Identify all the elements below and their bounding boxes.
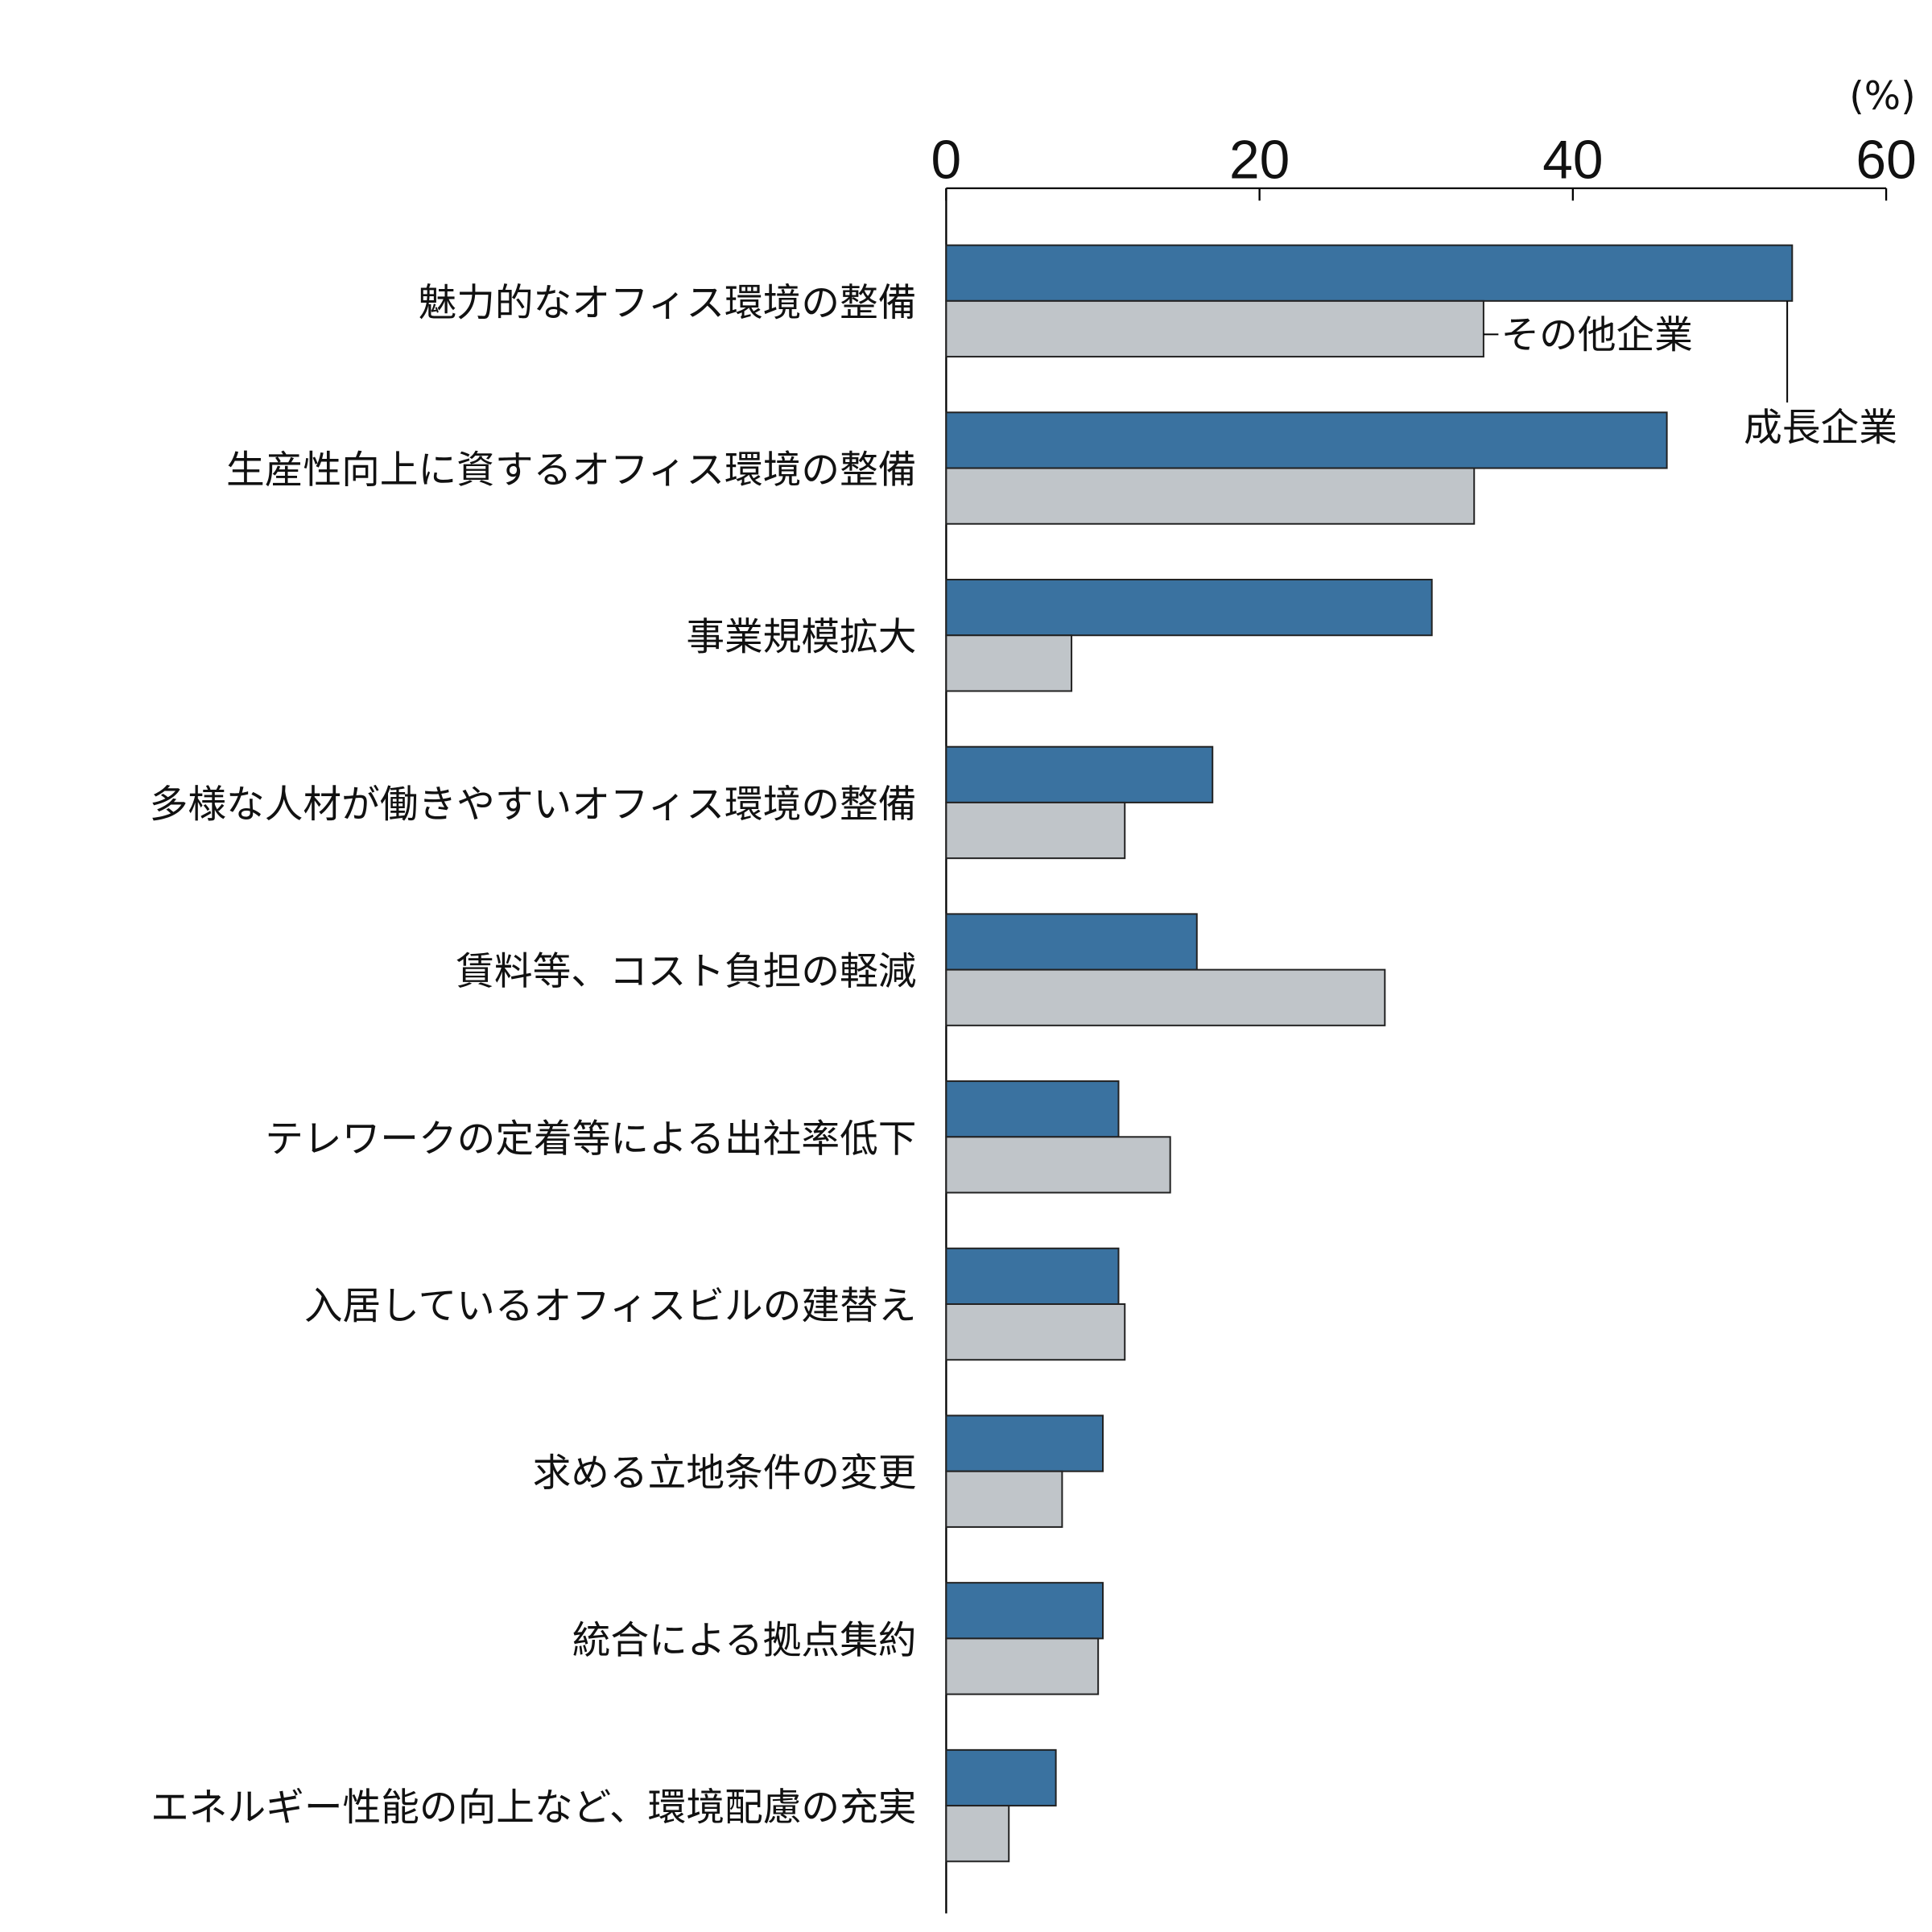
bar-other-5 xyxy=(945,1136,1171,1194)
bar-growth-9 xyxy=(945,1748,1057,1807)
legend-other: その他企業 xyxy=(1501,313,1692,357)
series-annotations: 成長企業 その他企業 xyxy=(1483,300,1897,451)
category-label: 事業規模拡大 xyxy=(686,616,916,660)
category-label: 入居しているオフィスビルの建替え xyxy=(304,1284,917,1328)
category-label: 魅力的なオフィス環境の整備 xyxy=(418,281,916,325)
bar-growth-7 xyxy=(945,1414,1104,1472)
bar-other-4 xyxy=(945,968,1386,1026)
category-label: 多様な人材が働きやすいオフィス環境の整備 xyxy=(150,782,917,827)
category-label: 統合による拠点集約 xyxy=(572,1619,917,1663)
bar-growth-0 xyxy=(945,244,1794,302)
bar-other-0 xyxy=(945,299,1484,358)
x-tick-label: 0 xyxy=(931,130,962,191)
bar-other-6 xyxy=(945,1303,1126,1361)
bar-growth-3 xyxy=(945,745,1214,803)
bar-growth-5 xyxy=(945,1080,1120,1138)
x-tick-label: 20 xyxy=(1229,130,1290,191)
bar-other-9 xyxy=(945,1805,1010,1863)
category-label: テレワークの定着等による出社率低下 xyxy=(265,1117,916,1162)
bar-other-1 xyxy=(945,467,1476,525)
category-label: 求める立地条件の変更 xyxy=(533,1451,917,1496)
x-tick-label: 60 xyxy=(1856,130,1916,191)
bar-growth-1 xyxy=(945,411,1668,469)
bar-other-3 xyxy=(945,801,1126,860)
category-label: エネルギー性能の向上など、環境配慮の充実 xyxy=(151,1786,916,1831)
legend-growth: 成長企業 xyxy=(1744,407,1897,451)
bar-growth-6 xyxy=(945,1247,1120,1305)
category-labels: 魅力的なオフィス環境の整備生産性向上に資するオフィス環境の整備事業規模拡大多様な… xyxy=(150,281,917,1830)
bar-other-8 xyxy=(945,1637,1100,1695)
bar-growth-4 xyxy=(945,913,1198,971)
category-label: 賃料等、コスト負担の軽減 xyxy=(456,950,916,994)
category-label: 生産性向上に資するオフィス環境の整備 xyxy=(226,448,916,493)
bar-growth-8 xyxy=(945,1582,1104,1640)
unit-label: (%) xyxy=(1849,74,1916,118)
x-tick-label: 40 xyxy=(1542,130,1603,191)
bar-other-7 xyxy=(945,1470,1063,1528)
bars xyxy=(945,244,1794,1863)
bar-other-2 xyxy=(945,634,1073,692)
bar-growth-2 xyxy=(945,579,1433,637)
